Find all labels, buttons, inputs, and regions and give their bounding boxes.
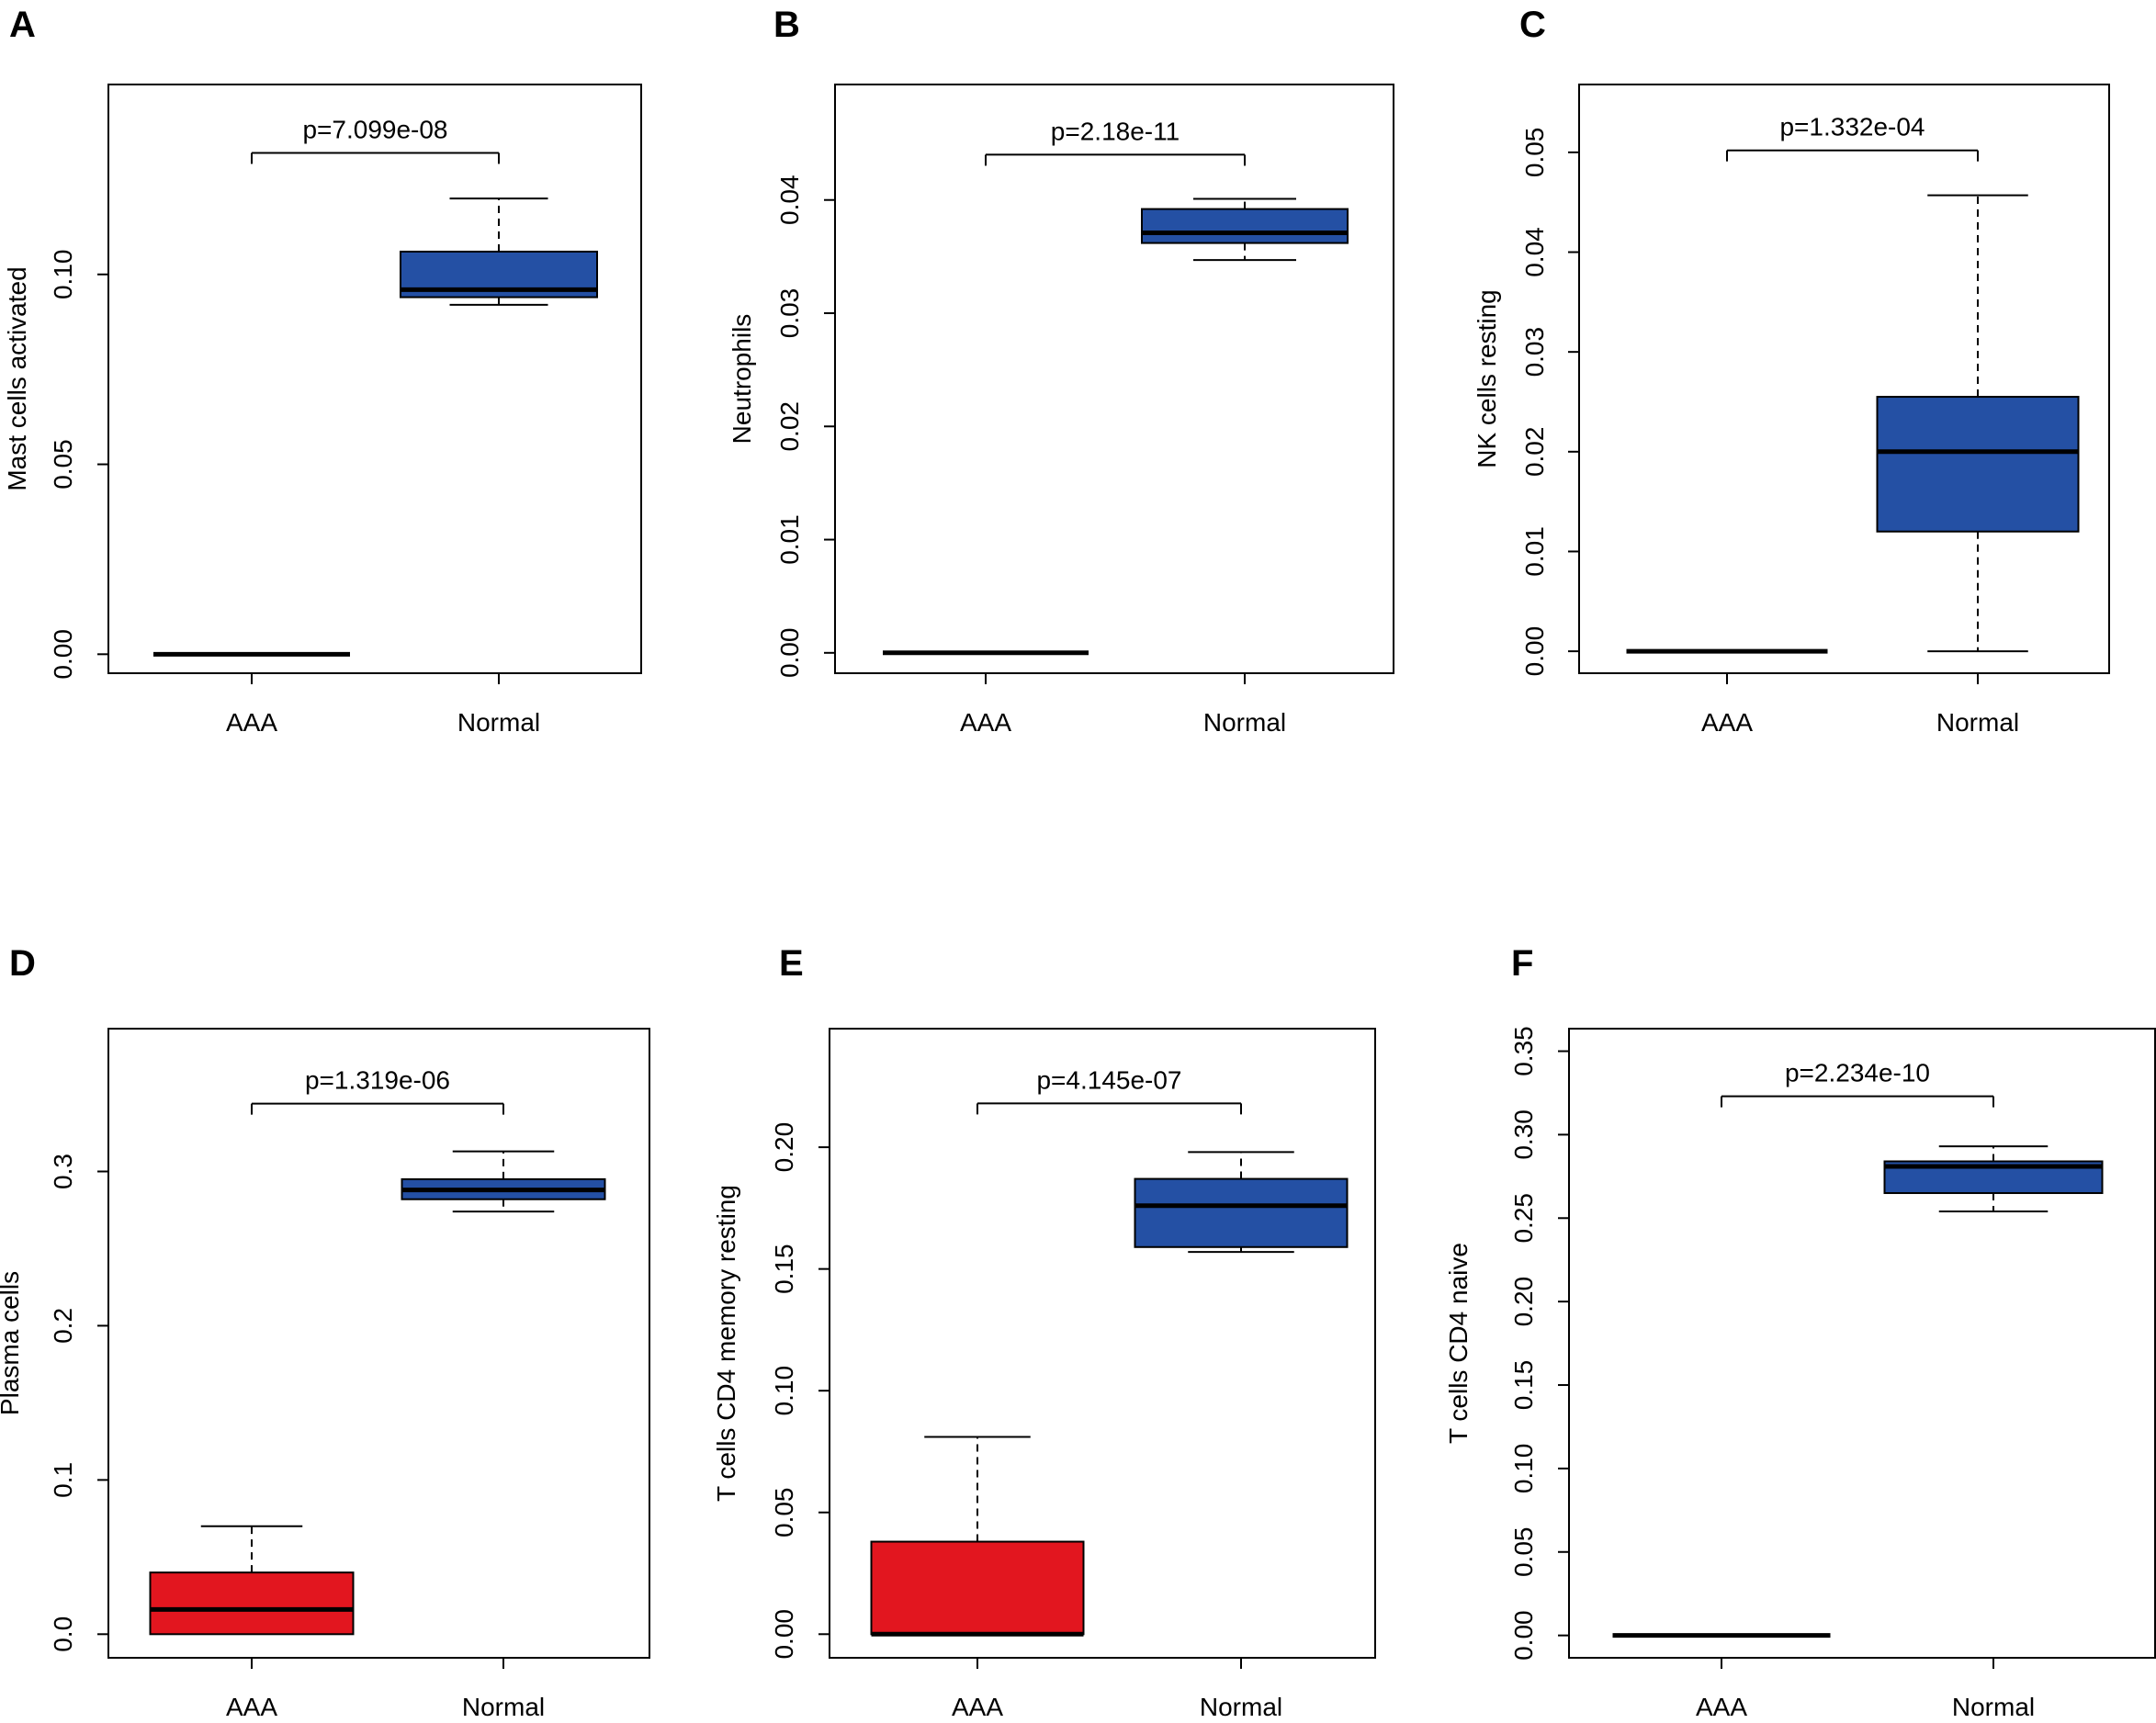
y-axis-title: Mast cells activated bbox=[3, 266, 31, 490]
x-tick-label-aaa: AAA bbox=[1701, 708, 1753, 737]
x-tick-label-aaa: AAA bbox=[226, 708, 277, 737]
x-tick-label-normal: Normal bbox=[1952, 1693, 2035, 1721]
box-normal bbox=[401, 1150, 606, 1213]
box-normal bbox=[1134, 1151, 1349, 1254]
box-body bbox=[149, 1571, 355, 1636]
plot-frame bbox=[829, 1028, 1376, 1659]
y-tick-label: 0.04 bbox=[775, 175, 804, 225]
p-value-label: p=7.099e-08 bbox=[302, 115, 447, 143]
significance-bracket bbox=[976, 1102, 1242, 1115]
plot-frame bbox=[834, 84, 1394, 674]
y-tick-label: 0.01 bbox=[1520, 526, 1549, 577]
panel-letter: F bbox=[1511, 943, 1533, 984]
panel-e: E 0.00 0.05 0.10 0.15 0.20 T cells CD4 memory … bbox=[712, 943, 1376, 1721]
box-normal bbox=[1883, 1145, 2104, 1213]
x-tick-label-aaa: AAA bbox=[1696, 1693, 1747, 1721]
y-tick-label: 0.05 bbox=[49, 439, 77, 490]
significance-bracket bbox=[1721, 1095, 1994, 1108]
x-tick-label-normal: Normal bbox=[457, 708, 540, 737]
x-tick-label-aaa: AAA bbox=[952, 1693, 1003, 1721]
plot-frame bbox=[107, 84, 642, 674]
panel-letter: C bbox=[1519, 5, 1546, 45]
y-tick-label: 0.00 bbox=[49, 629, 77, 680]
plot-frame bbox=[1568, 1028, 2156, 1659]
panel-a: A 0.00 0.05 0.10 Mast cells activated AAA Norm… bbox=[3, 5, 642, 737]
y-tick-label: 0.03 bbox=[1520, 327, 1549, 377]
x-tick-label-aaa: AAA bbox=[226, 1693, 277, 1721]
box-normal bbox=[400, 197, 598, 306]
y-tick-label: 0.00 bbox=[775, 628, 804, 679]
y-tick-label: 0.2 bbox=[49, 1308, 77, 1344]
y-tick-label: 0.00 bbox=[1509, 1610, 1538, 1661]
y-tick-label: 0.02 bbox=[1520, 427, 1549, 478]
box-normal bbox=[1876, 194, 2080, 653]
y-tick-label: 0.3 bbox=[49, 1154, 77, 1189]
y-tick-label: 0.05 bbox=[1520, 128, 1549, 178]
plot-frame bbox=[1578, 84, 2110, 674]
panel-d: D 0.0 0.1 0.2 0.3 Plasma cells AAA Normal p=1.31… bbox=[0, 943, 650, 1721]
y-tick-label: 0.10 bbox=[49, 250, 77, 300]
y-tick-label: 0.30 bbox=[1509, 1109, 1538, 1160]
y-tick-label: 0.15 bbox=[770, 1244, 798, 1294]
y-tick-label: 0.01 bbox=[775, 514, 804, 565]
y-tick-label: 0.00 bbox=[770, 1609, 798, 1660]
box-body bbox=[1141, 208, 1349, 244]
significance-bracket bbox=[985, 153, 1246, 166]
box-body bbox=[1876, 396, 2080, 533]
significance-bracket bbox=[251, 1102, 504, 1115]
panel-c: C 0.00 0.01 0.02 0.03 0.04 0.05 NK cells restin… bbox=[1473, 5, 2110, 737]
y-tick-label: 0.25 bbox=[1509, 1193, 1538, 1244]
plot-frame bbox=[107, 1028, 650, 1659]
panel-b: B 0.00 0.01 0.02 0.03 0.04 Neutrophils AAA Norma… bbox=[728, 5, 1394, 737]
y-axis-title: NK cells resting bbox=[1473, 289, 1501, 468]
y-axis-title: Neutrophils bbox=[728, 314, 756, 445]
x-tick-label-aaa: AAA bbox=[960, 708, 1011, 737]
panel-letter: D bbox=[9, 943, 36, 984]
y-tick-label: 0.1 bbox=[49, 1462, 77, 1498]
x-tick-label-normal: Normal bbox=[1200, 1693, 1282, 1721]
box-body bbox=[870, 1540, 1085, 1636]
y-tick-label: 0.0 bbox=[49, 1616, 77, 1652]
y-tick-label: 0.00 bbox=[1520, 626, 1549, 677]
y-tick-label: 0.20 bbox=[770, 1122, 798, 1173]
panel-f: F 0.00 0.05 0.10 0.15 0.20 0.25 0.30 0.35 T cells… bbox=[1444, 943, 2156, 1721]
significance-bracket bbox=[1726, 149, 1979, 162]
y-tick-label: 0.05 bbox=[770, 1487, 798, 1537]
p-value-label: p=2.234e-10 bbox=[1785, 1059, 1930, 1087]
y-tick-label: 0.35 bbox=[1509, 1026, 1538, 1076]
panel-letter: B bbox=[773, 5, 800, 45]
p-value-label: p=4.145e-07 bbox=[1036, 1065, 1181, 1094]
y-tick-label: 0.05 bbox=[1509, 1527, 1538, 1578]
y-tick-label: 0.10 bbox=[1509, 1444, 1538, 1494]
p-value-label: p=2.18e-11 bbox=[1051, 117, 1180, 145]
x-tick-label-normal: Normal bbox=[1936, 708, 2019, 737]
y-tick-label: 0.10 bbox=[770, 1366, 798, 1416]
y-axis-title: T cells CD4 naive bbox=[1444, 1243, 1473, 1444]
p-value-label: p=1.319e-06 bbox=[305, 1066, 450, 1095]
y-tick-label: 0.04 bbox=[1520, 227, 1549, 277]
y-tick-label: 0.03 bbox=[775, 288, 804, 339]
panel-letter: A bbox=[9, 5, 36, 45]
panel-letter: E bbox=[779, 943, 804, 984]
box-body bbox=[1134, 1177, 1349, 1248]
x-tick-label-normal: Normal bbox=[462, 1693, 545, 1721]
y-tick-label: 0.15 bbox=[1509, 1360, 1538, 1411]
significance-bracket bbox=[251, 152, 500, 164]
box-normal bbox=[1141, 197, 1349, 262]
y-axis-title: T cells CD4 memory resting bbox=[712, 1185, 740, 1502]
y-tick-label: 0.02 bbox=[775, 401, 804, 452]
box-aaa bbox=[870, 1436, 1085, 1637]
y-axis-title: Plasma cells bbox=[0, 1271, 24, 1415]
x-tick-label-normal: Normal bbox=[1203, 708, 1286, 737]
y-tick-label: 0.20 bbox=[1509, 1277, 1538, 1327]
box-aaa bbox=[149, 1525, 355, 1636]
p-value-label: p=1.332e-04 bbox=[1779, 113, 1925, 141]
